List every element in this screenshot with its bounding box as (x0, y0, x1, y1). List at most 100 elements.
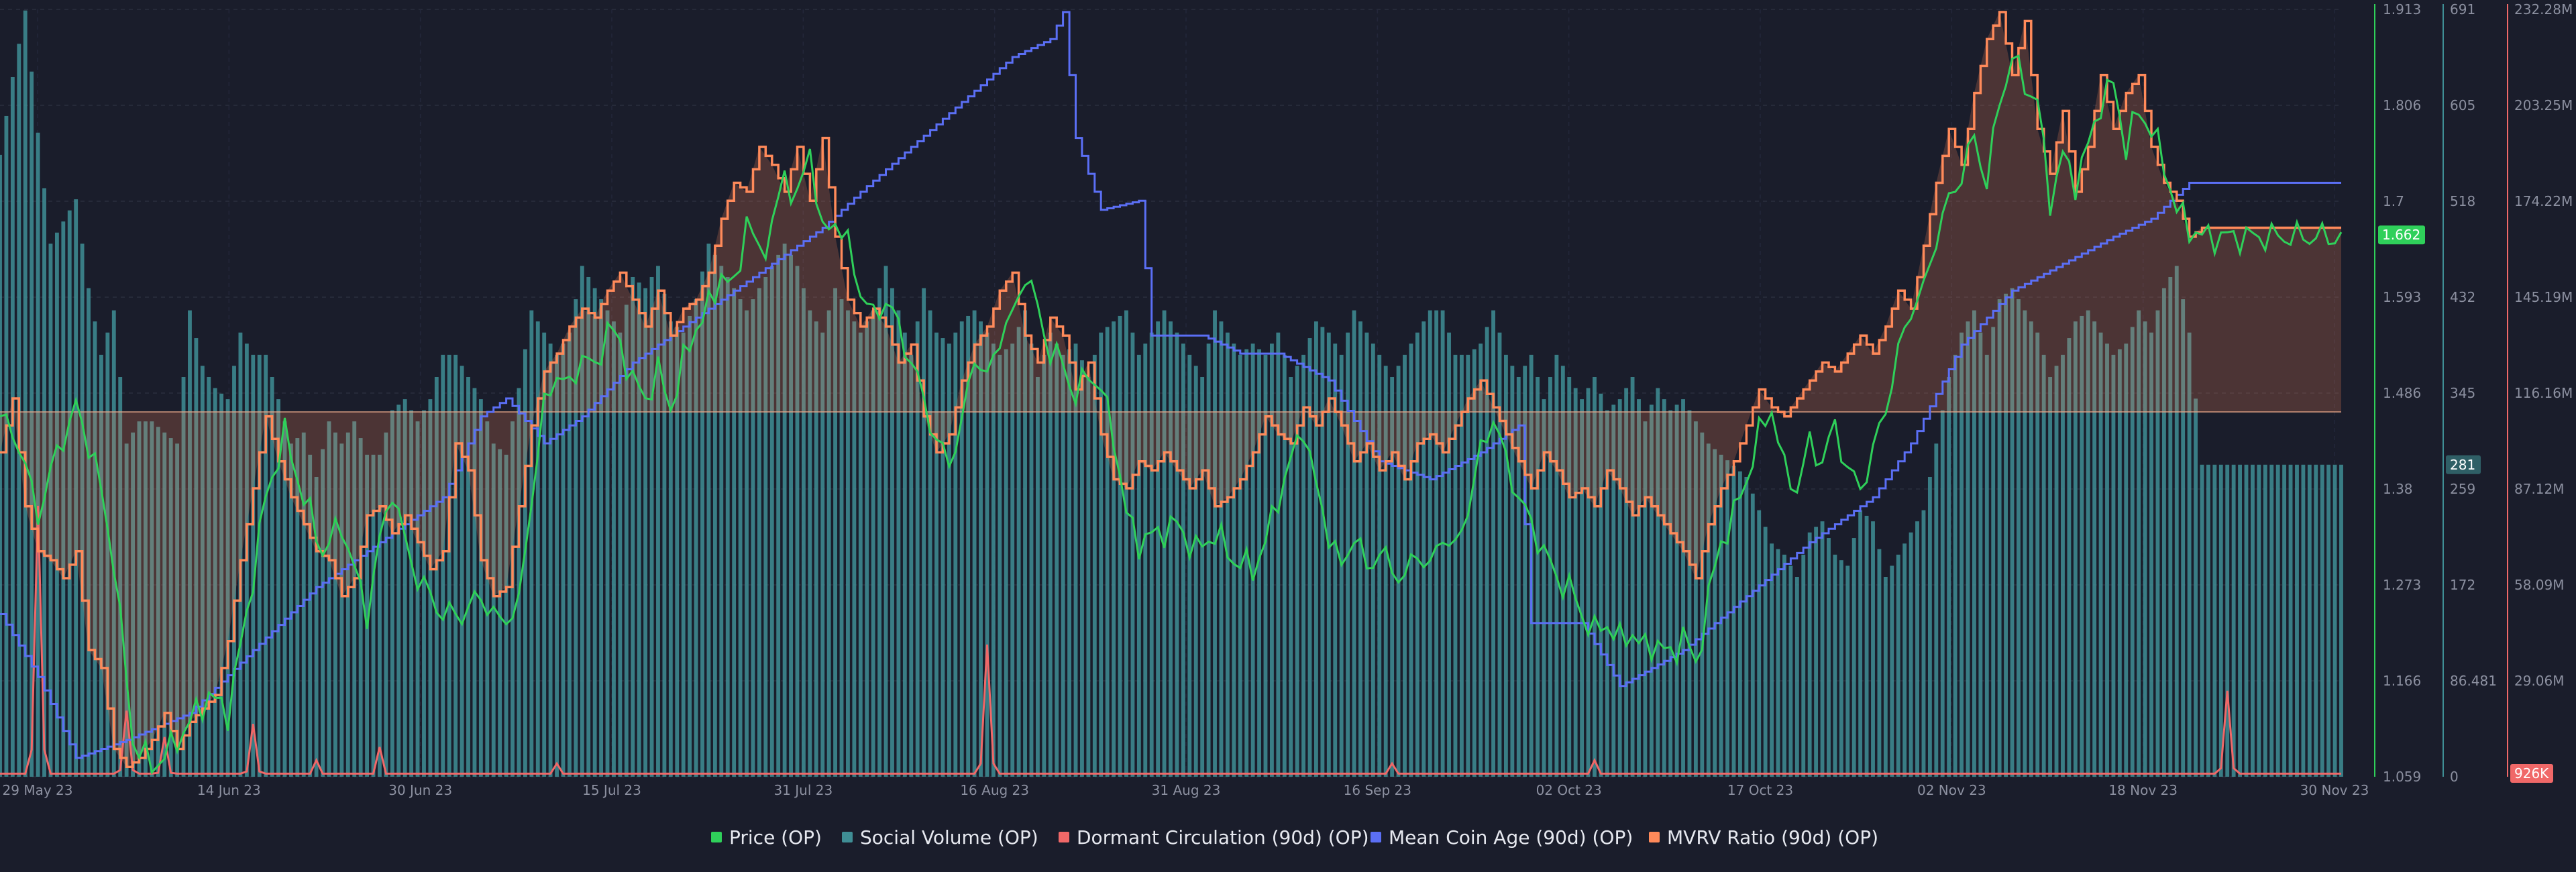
social-volume-bar (1403, 354, 1407, 777)
legend-item-mean-coin-age[interactable]: Mean Coin Age (90d) (OP) (1371, 826, 1633, 849)
social-volume-bar (1978, 332, 1983, 777)
social-volume-bar (168, 438, 173, 777)
social_volume-tick-label: 172 (2450, 577, 2475, 593)
social-volume-bar (782, 243, 787, 777)
social-volume-bar (124, 443, 129, 777)
social-volume-bar (725, 276, 730, 777)
legend[interactable]: Price (OP) Social Volume (OP) Dormant Circ… (711, 826, 1878, 849)
social-volume-bar (2155, 310, 2160, 777)
social-volume-bar (428, 399, 433, 777)
social-volume-bar (2048, 376, 2053, 777)
social-volume-bar (1851, 538, 1856, 777)
legend-item-mvrv[interactable]: MVRV Ratio (90d) (OP) (1649, 826, 1878, 849)
social-volume-bar (2269, 464, 2274, 777)
social-volume-bar (264, 354, 268, 777)
social-volume-bar (434, 376, 439, 777)
social-volume-bar (1048, 332, 1053, 777)
social-volume-bar (2111, 354, 2116, 777)
social-volume-bar (1776, 549, 1780, 777)
social-volume-bar (896, 310, 901, 777)
social-volume-bar (232, 366, 236, 777)
social-volume-bar (270, 376, 274, 777)
social-volume-bar (396, 404, 401, 777)
social-volume-bar (36, 132, 40, 777)
social-volume-bar (1485, 327, 1489, 777)
social-volume-bar (517, 388, 521, 777)
legend-item-dormant-circulation-swatch (1059, 832, 1069, 842)
price-tick-label: 1.806 (2383, 97, 2421, 113)
social-volume-bar (1004, 349, 1008, 777)
social-volume-bar (2168, 276, 2173, 777)
social-volume-bar (339, 443, 344, 777)
social-volume-bars (0, 10, 2343, 777)
social-volume-bar (2041, 354, 2046, 777)
social-volume-bar (953, 332, 958, 777)
social-volume-bar (959, 321, 964, 777)
social-volume-bar (2263, 464, 2267, 777)
social-volume-bar (1871, 521, 1875, 777)
social-volume-bar (1383, 366, 1388, 777)
social-volume-bar (700, 271, 704, 777)
social-volume-bar (61, 221, 66, 777)
legend-item-dormant-circulation[interactable]: Dormant Circulation (90d) (OP) (1059, 826, 1369, 849)
dormant-circulation-line (0, 506, 2341, 775)
social-volume-bar (137, 421, 142, 777)
social-volume-bar (2029, 321, 2033, 777)
social-volume-bar (523, 349, 527, 777)
legend-item-social-volume[interactable]: Social Volume (OP) (842, 826, 1038, 849)
social-volume-bar (225, 399, 230, 777)
social-volume-bar (631, 276, 635, 777)
social-volume-bar (668, 321, 673, 777)
series-lines (0, 11, 2343, 775)
social-volume-bar (1593, 376, 1597, 777)
social-volume-bar (1497, 332, 1502, 777)
social-volume-bar (1617, 399, 1622, 777)
social-volume-bar (839, 299, 844, 777)
social-volume-bar (2218, 464, 2223, 777)
social-volume-bar (2086, 310, 2090, 777)
social-volume-bar (1029, 343, 1034, 777)
social-volume-bar (1055, 343, 1059, 777)
social-volume-bar (358, 438, 363, 777)
social-volume-bar (751, 299, 755, 777)
social-volume-bar (2206, 464, 2210, 777)
social_volume-tick-label: 345 (2450, 385, 2475, 401)
price-tick-label: 1.166 (2383, 673, 2421, 689)
social-volume-bar (1763, 527, 1768, 777)
social-volume-bar (580, 266, 584, 777)
social-volume-bar (643, 288, 648, 777)
social-volume-bar (2174, 266, 2179, 777)
social-volume-bar (529, 310, 534, 777)
social-volume-bar (156, 427, 160, 777)
social-volume-bar (111, 310, 116, 777)
legend-item-price[interactable]: Price (OP) (711, 826, 822, 849)
axes: 1.913 1.806 1.7 1.593 1.486 1.38 1.273 1.166 1.0… (3, 1, 2573, 798)
social-volume-bar (1984, 354, 1989, 777)
social-volume-bar (1516, 376, 1521, 777)
social-volume-bar (118, 376, 123, 777)
social-volume-bar (1687, 410, 1692, 777)
social-volume-bar (384, 432, 388, 777)
x-tick-label: 15 Jul 23 (582, 782, 641, 798)
social-volume-bar (2181, 299, 2186, 777)
social-volume-bar (865, 321, 869, 777)
social-volume-bar (1118, 315, 1122, 777)
social-volume-bar (1112, 321, 1116, 777)
social-volume-bar (447, 354, 451, 777)
social-volume-bar (681, 332, 686, 777)
price-tick-label: 1.7 (2383, 193, 2404, 209)
social-volume-bar (67, 210, 72, 777)
social-volume-bar (1731, 466, 1736, 777)
social-volume-bar (1130, 332, 1135, 777)
social-volume-bar (1624, 388, 1629, 777)
social-volume-bar (1193, 366, 1198, 777)
social-volume-bar (1649, 404, 1654, 777)
social-volume-bar (1827, 538, 1831, 777)
social-volume-bar (890, 288, 894, 777)
social-volume-bar (238, 332, 243, 777)
social-volume-bar (99, 354, 103, 777)
social-volume-bar (922, 288, 926, 777)
social-volume-bar (2307, 464, 2312, 777)
social-volume-bar (485, 421, 490, 777)
